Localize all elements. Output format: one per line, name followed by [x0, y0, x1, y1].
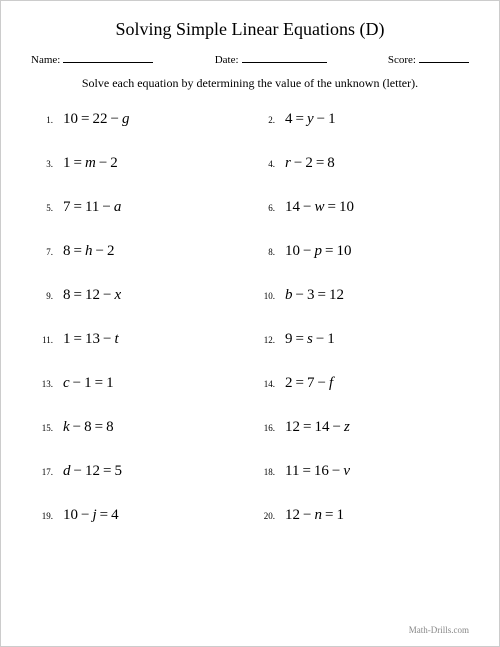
problem-number: 19.	[33, 511, 53, 521]
problem-number: 5.	[33, 203, 53, 213]
equation: 9=s−1	[285, 331, 335, 348]
instruction-text: Solve each equation by determining the v…	[31, 76, 469, 91]
equation: 12=14−z	[285, 419, 350, 436]
header-row: Name: Date: Score:	[31, 54, 469, 66]
problem-item: 5. 7=11−a	[33, 199, 245, 216]
problem-number: 6.	[255, 203, 275, 213]
worksheet-title: Solving Simple Linear Equations (D)	[31, 19, 469, 40]
equation: 8=12−x	[63, 287, 121, 304]
problem-item: 16. 12=14−z	[255, 419, 467, 436]
problem-number: 17.	[33, 467, 53, 477]
equation: c−1=1	[63, 375, 114, 392]
equation: 1=m−2	[63, 155, 118, 172]
problem-item: 13. c−1=1	[33, 375, 245, 392]
problem-item: 17. d−12=5	[33, 463, 245, 480]
problem-item: 3. 1=m−2	[33, 155, 245, 172]
problem-item: 12. 9=s−1	[255, 331, 467, 348]
equation: k−8=8	[63, 419, 114, 436]
problem-item: 15. k−8=8	[33, 419, 245, 436]
equation: 7=11−a	[63, 199, 121, 216]
problem-item: 6. 14−w=10	[255, 199, 467, 216]
problem-number: 9.	[33, 291, 53, 301]
problem-item: 7. 8=h−2	[33, 243, 245, 260]
equation: 1=13−t	[63, 331, 119, 348]
equation: r−2=8	[285, 155, 335, 172]
score-underline	[419, 62, 469, 63]
problem-item: 1. 10=22−g	[33, 111, 245, 128]
problem-number: 20.	[255, 511, 275, 521]
problem-number: 7.	[33, 247, 53, 257]
equation: 10=22−g	[63, 111, 129, 128]
problem-number: 10.	[255, 291, 275, 301]
problem-item: 4. r−2=8	[255, 155, 467, 172]
problem-item: 14. 2=7−f	[255, 375, 467, 392]
problem-item: 9. 8=12−x	[33, 287, 245, 304]
date-underline	[242, 62, 327, 63]
footer-attribution: Math-Drills.com	[409, 625, 469, 635]
problem-number: 15.	[33, 423, 53, 433]
score-label: Score:	[388, 54, 416, 66]
problem-number: 16.	[255, 423, 275, 433]
name-label: Name:	[31, 54, 60, 66]
equation: 8=h−2	[63, 243, 114, 260]
problem-item: 2. 4=y−1	[255, 111, 467, 128]
equation: 12−n=1	[285, 507, 344, 524]
problem-number: 13.	[33, 379, 53, 389]
problem-item: 10. b−3=12	[255, 287, 467, 304]
problem-item: 19. 10−j=4	[33, 507, 245, 524]
problem-number: 14.	[255, 379, 275, 389]
date-label: Date:	[215, 54, 239, 66]
problem-number: 2.	[255, 115, 275, 125]
equation: b−3=12	[285, 287, 344, 304]
problem-item: 8. 10−p=10	[255, 243, 467, 260]
problem-number: 12.	[255, 335, 275, 345]
problem-number: 1.	[33, 115, 53, 125]
equation: 14−w=10	[285, 199, 354, 216]
problems-grid: 1. 10=22−g 2. 4=y−1 3. 1=m−2 4. r−2=8 5. 7=11−a 6.…	[31, 111, 469, 524]
problem-item: 11. 1=13−t	[33, 331, 245, 348]
equation: 2=7−f	[285, 375, 333, 392]
problem-item: 20. 12−n=1	[255, 507, 467, 524]
equation: 10−j=4	[63, 507, 119, 524]
name-field: Name:	[31, 54, 153, 66]
problem-number: 8.	[255, 247, 275, 257]
name-underline	[63, 62, 153, 63]
problem-number: 3.	[33, 159, 53, 169]
date-field: Date:	[215, 54, 327, 66]
problem-number: 11.	[33, 335, 53, 345]
equation: d−12=5	[63, 463, 122, 480]
equation: 10−p=10	[285, 243, 351, 260]
problem-item: 18. 11=16−v	[255, 463, 467, 480]
score-field: Score:	[388, 54, 469, 66]
problem-number: 18.	[255, 467, 275, 477]
problem-number: 4.	[255, 159, 275, 169]
equation: 11=16−v	[285, 463, 350, 480]
equation: 4=y−1	[285, 111, 336, 128]
